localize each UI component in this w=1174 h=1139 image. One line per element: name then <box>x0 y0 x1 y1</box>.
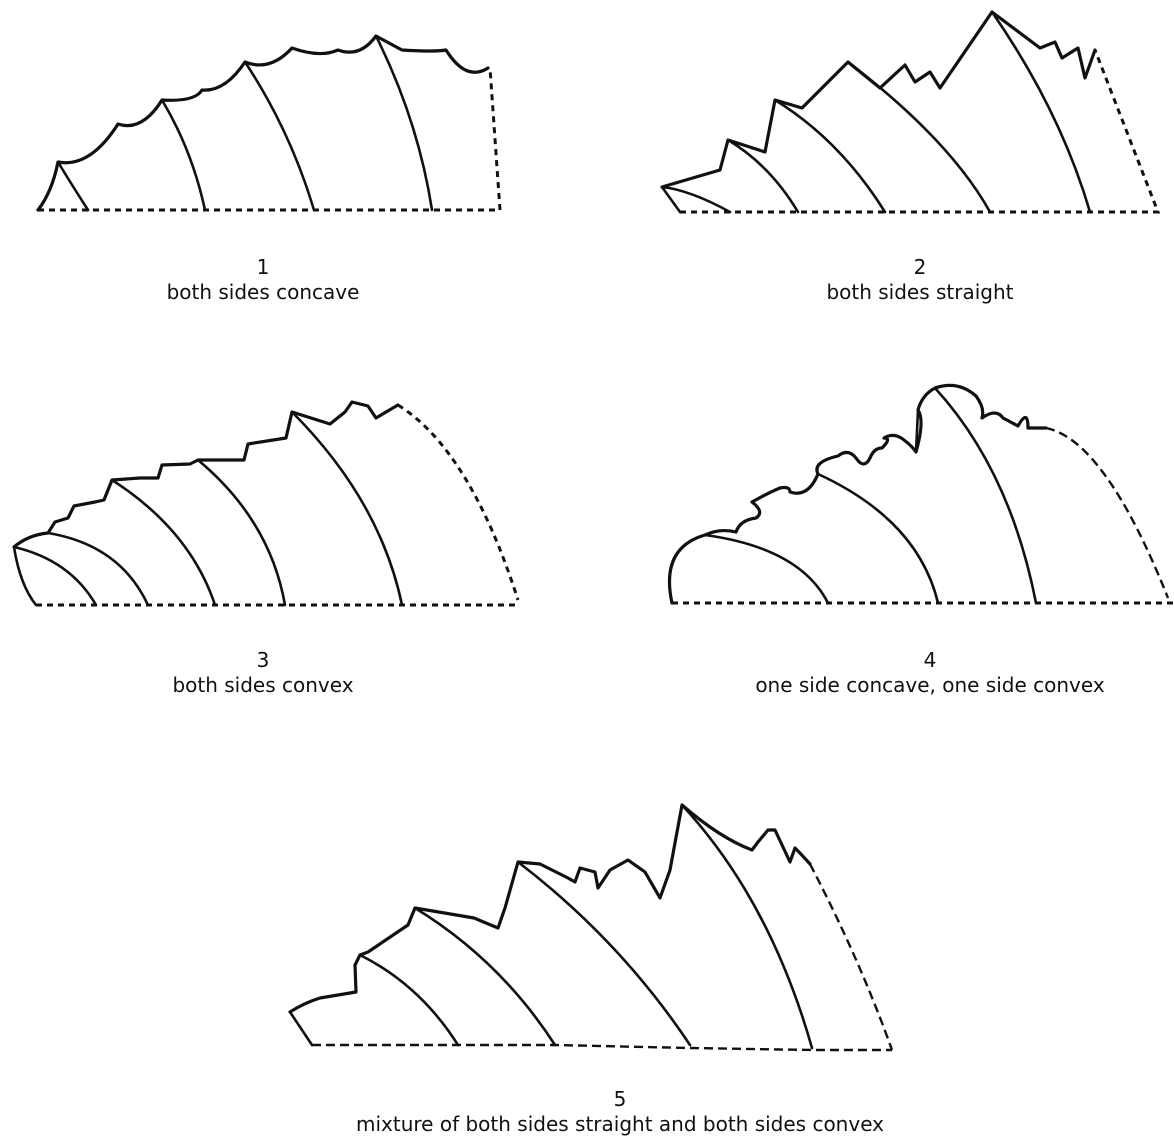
figure-5-caption: 5 mixture of both sides straight and bot… <box>330 1087 910 1137</box>
figure-1-concave-teeth <box>36 34 502 212</box>
figure-2-label: both sides straight <box>826 280 1014 304</box>
figure-5-mixed-teeth <box>288 803 894 1052</box>
figure-5-number: 5 <box>613 1087 627 1111</box>
figure-1-number: 1 <box>256 255 270 279</box>
figure-2-straight-teeth <box>660 10 1161 214</box>
figure-1-caption: 1 both sides concave <box>148 255 378 305</box>
figure-4-label: one side concave, one side convex <box>755 673 1105 697</box>
figure-3-label: both sides convex <box>172 673 354 697</box>
figure-4-number: 4 <box>923 648 937 672</box>
figure-2-caption: 2 both sides straight <box>780 255 1060 305</box>
figure-3-convex-teeth <box>12 400 520 607</box>
figure-3-number: 3 <box>256 648 270 672</box>
figure-2-number: 2 <box>913 255 927 279</box>
figure-3-caption: 3 both sides convex <box>148 648 378 698</box>
figure-4-caption: 4 one side concave, one side convex <box>720 648 1140 698</box>
figure-4-concave-convex-teeth <box>667 383 1174 605</box>
figure-1-label: both sides concave <box>166 280 360 304</box>
figure-5-label: mixture of both sides straight and both … <box>356 1112 884 1136</box>
